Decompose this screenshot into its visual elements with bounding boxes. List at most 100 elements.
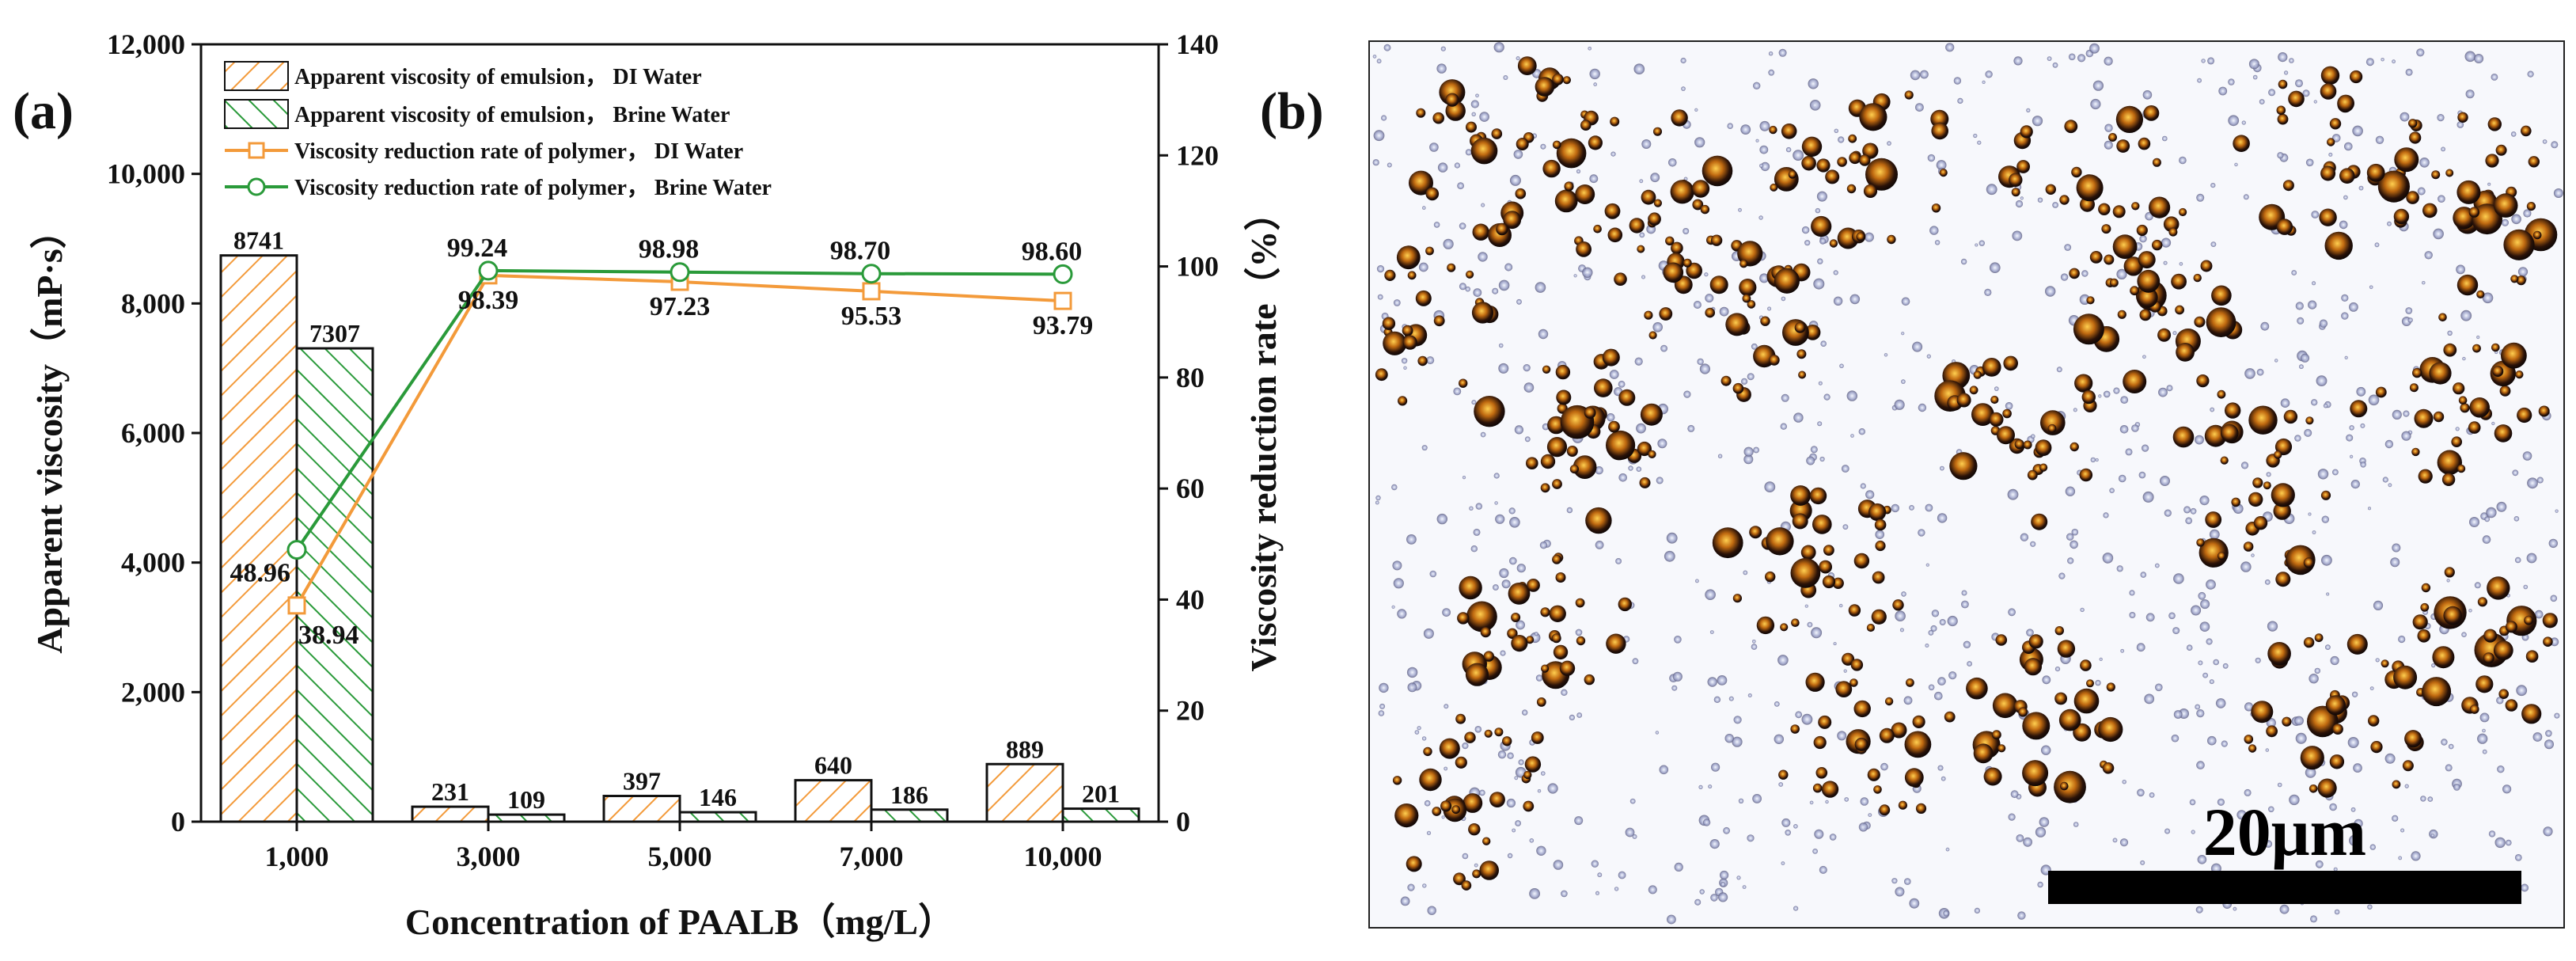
bar-brine-water [870, 808, 949, 823]
small-droplet [1819, 865, 1827, 874]
large-droplet [1555, 364, 1571, 380]
small-droplet [2098, 394, 2102, 398]
small-droplet [1850, 434, 1854, 438]
large-droplet [1555, 572, 1566, 583]
large-droplet [1801, 136, 1823, 157]
large-droplet [2445, 169, 2454, 177]
large-droplet [1769, 355, 1780, 366]
small-droplet [2277, 782, 2282, 788]
large-droplet [1812, 515, 1832, 534]
large-droplet [2231, 497, 2240, 507]
small-droplet [1732, 736, 1743, 747]
large-droplet [2305, 416, 2314, 425]
small-droplet [1817, 258, 1823, 264]
small-droplet [2234, 162, 2238, 167]
large-droplet [2106, 682, 2115, 692]
large-droplet [2138, 137, 2151, 150]
large-droplet [1863, 184, 1878, 198]
small-droplet [2289, 794, 2300, 806]
large-droplet [1425, 246, 1434, 256]
small-droplet [1901, 379, 1906, 384]
small-droplet [1582, 267, 1593, 278]
small-droplet [1372, 159, 1379, 166]
small-droplet [2259, 99, 2265, 104]
small-droplet [1414, 730, 1420, 735]
small-droplet [1778, 48, 1787, 57]
small-droplet [2264, 840, 2273, 848]
large-droplet [2370, 741, 2383, 754]
small-droplet [2012, 230, 2023, 241]
small-droplet [1515, 820, 1521, 826]
small-droplet [2550, 594, 2558, 602]
small-droplet [1501, 579, 1511, 589]
small-droplet [2289, 58, 2294, 63]
small-droplet [1727, 123, 1733, 129]
x-tick-label: 10,000 [1024, 841, 1102, 872]
large-droplet [2076, 174, 2104, 202]
large-droplet [1818, 715, 1832, 729]
small-droplet [1595, 541, 1604, 549]
small-droplet [2032, 116, 2043, 127]
large-droplet [2494, 424, 2513, 443]
large-droplet [2112, 234, 2138, 260]
large-droplet [1637, 245, 1645, 253]
large-droplet [2317, 778, 2337, 798]
large-droplet [2039, 463, 2048, 472]
small-droplet [2482, 749, 2487, 754]
small-droplet [1860, 483, 1866, 489]
large-droplet [1549, 605, 1566, 622]
small-droplet [1895, 610, 1906, 621]
large-droplet [1576, 241, 1592, 257]
large-droplet [2394, 147, 2419, 173]
large-droplet [2035, 439, 2052, 456]
small-droplet [1740, 124, 1751, 135]
small-droplet [1506, 798, 1516, 808]
small-droplet [1593, 82, 1597, 86]
large-droplet [2483, 629, 2498, 643]
small-droplet [1516, 564, 1526, 573]
small-droplet [1514, 776, 1519, 781]
large-droplet [2532, 230, 2542, 240]
small-droplet [2476, 335, 2480, 340]
small-droplet [2341, 312, 2349, 320]
large-droplet [1790, 557, 1821, 588]
small-droplet [1747, 693, 1752, 697]
y2-tick-label: 20 [1176, 695, 1205, 727]
large-droplet [2282, 180, 2294, 192]
large-droplet [2402, 760, 2414, 772]
small-droplet [1929, 226, 1939, 235]
large-droplet [2412, 614, 2428, 630]
large-droplet [1801, 155, 1816, 171]
large-droplet [2274, 450, 2282, 459]
small-droplet [1561, 890, 1568, 898]
large-droplet [2457, 112, 2468, 123]
large-droplet [1804, 325, 1821, 340]
small-droplet [1928, 684, 1935, 691]
large-droplet [1459, 575, 1482, 600]
small-droplet [1925, 503, 1933, 512]
small-droplet [1702, 819, 1711, 826]
large-droplet [1705, 307, 1715, 318]
small-droplet [2401, 431, 2411, 441]
large-droplet [2193, 273, 2202, 283]
large-droplet [2016, 160, 2031, 173]
large-droplet [1466, 601, 1497, 632]
small-droplet [2534, 610, 2544, 619]
small-droplet [2248, 59, 2259, 70]
small-droplet [1632, 658, 1639, 665]
large-droplet [1503, 211, 1522, 230]
small-droplet [1808, 78, 1819, 89]
small-droplet [1823, 393, 1831, 401]
small-droplet [1839, 603, 1843, 608]
small-droplet [1664, 550, 1675, 562]
small-droplet [2491, 74, 2498, 81]
large-droplet [1552, 554, 1562, 564]
small-droplet [2054, 667, 2061, 672]
small-droplet [1641, 275, 1645, 279]
large-droplet [1608, 420, 1620, 433]
small-droplet [1931, 610, 1940, 617]
small-droplet [1475, 93, 1479, 98]
small-droplet [1667, 914, 1676, 925]
rate-label-brine-water: 98.70 [830, 237, 891, 266]
small-droplet [1751, 644, 1758, 650]
